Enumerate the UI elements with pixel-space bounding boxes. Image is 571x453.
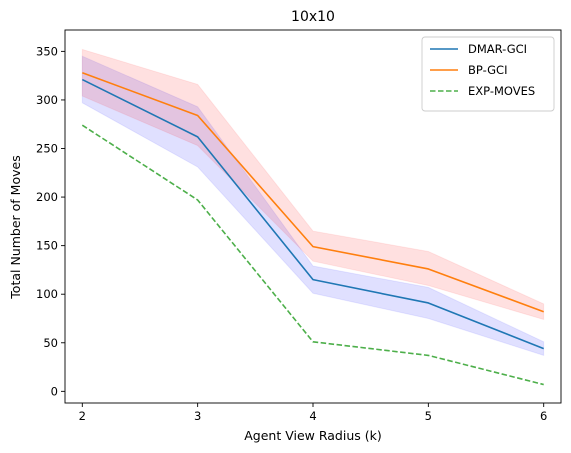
legend-box	[421, 36, 555, 112]
legend-label-2: BP-GCI	[468, 63, 507, 77]
series-lines	[81, 71, 544, 386]
x-tick-label: 3	[194, 409, 201, 423]
x-axis-label: Agent View Radius (k)	[244, 428, 382, 443]
y-tick-label: 100	[36, 287, 58, 301]
y-tick-label: 250	[36, 142, 58, 156]
confidence-bands	[81, 48, 545, 357]
y-tick-label: 0	[51, 384, 58, 398]
y-tick-label: 50	[43, 336, 58, 350]
x-tick-label: 2	[79, 409, 86, 423]
line-series-2	[82, 71, 544, 313]
legend-label-1: DMAR-GCI	[468, 42, 527, 56]
band-series-2	[81, 48, 545, 321]
x-tick-label: 6	[540, 409, 547, 423]
chart-title: 10x10	[291, 9, 335, 25]
y-tick-label: 300	[36, 93, 58, 107]
x-tick-label: 4	[309, 409, 316, 423]
x-tick-label: 5	[425, 409, 432, 423]
y-axis-label: Total Number of Moves	[8, 155, 23, 299]
y-tick-label: 350	[36, 44, 58, 58]
line-series-1	[81, 78, 544, 350]
y-tick-label: 150	[36, 239, 58, 253]
axes: 2 3 4 5 6 0 50 100 150 200 250 300 350	[36, 29, 562, 423]
y-tick-label: 200	[36, 190, 58, 204]
band-series-1	[81, 55, 545, 357]
line-series-3	[81, 124, 544, 386]
legend-label-3: EXP-MOVES	[468, 84, 535, 98]
legend: DMAR-GCI BP-GCI EXP-MOVES	[421, 36, 555, 112]
